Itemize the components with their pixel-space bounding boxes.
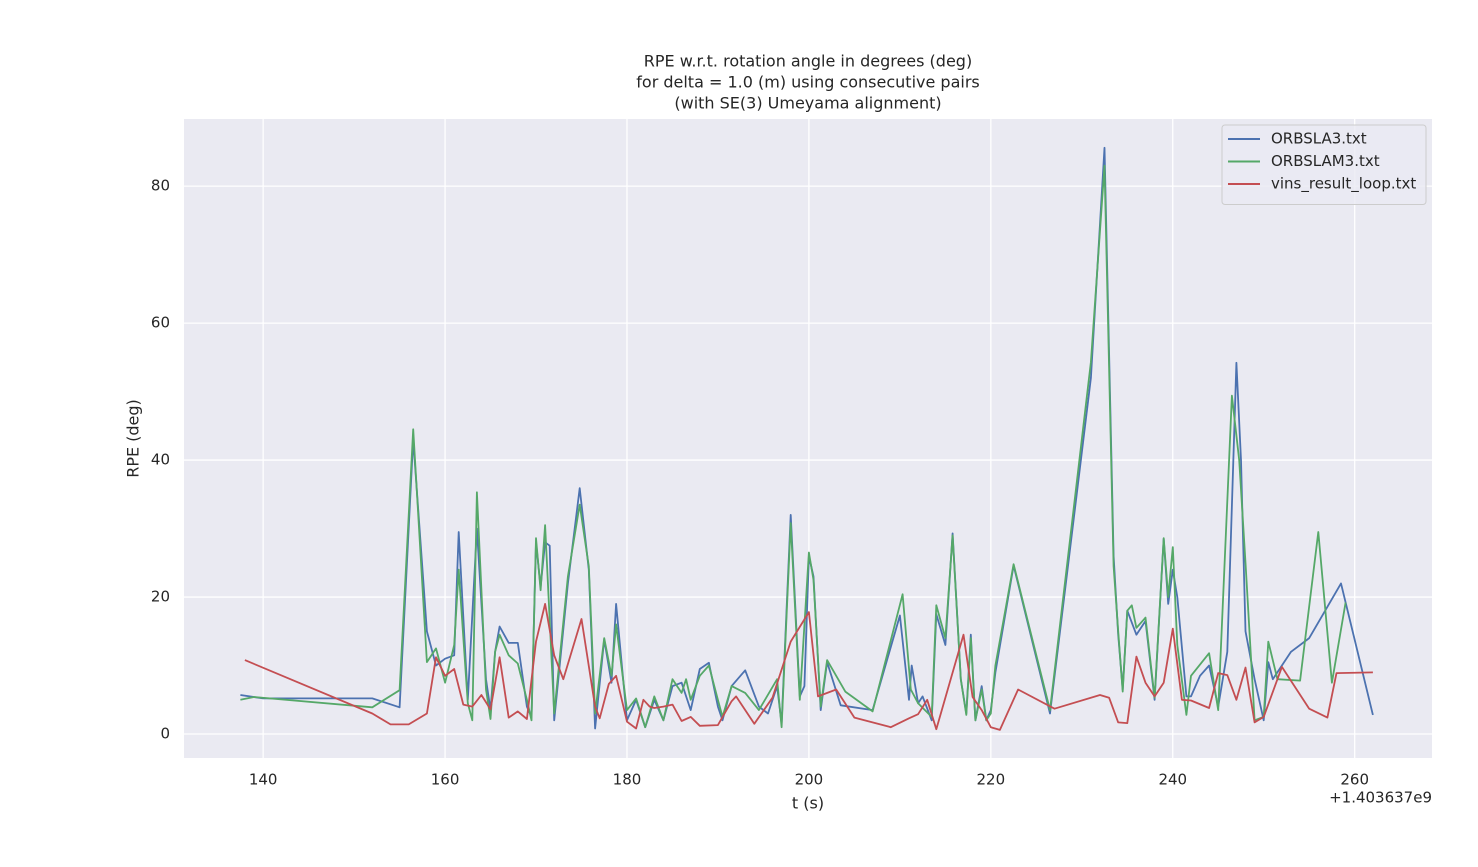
x-tick-label: 240 (1158, 771, 1187, 789)
legend-label: vins_result_loop.txt (1271, 175, 1416, 194)
legend-label: ORBSLAM3.txt (1271, 152, 1380, 170)
x-offset-label: +1.403637e9 (1329, 789, 1432, 807)
plot-background (184, 119, 1432, 758)
x-tick-label: 180 (613, 771, 642, 789)
x-tick-label: 160 (431, 771, 460, 789)
y-tick-label: 20 (151, 588, 170, 606)
chart-title: (with SE(3) Umeyama alignment) (674, 94, 941, 113)
y-tick-label: 0 (160, 725, 170, 743)
series-line (240, 164, 1347, 729)
x-tick-label: 260 (1340, 771, 1369, 789)
legend-label: ORBSLA3.txt (1271, 130, 1367, 148)
chart-title: for delta = 1.0 (m) using consecutive pa… (636, 73, 979, 92)
legend-box (1221, 124, 1427, 205)
y-axis-label: RPE (deg) (124, 399, 143, 478)
series-line (244, 603, 1373, 731)
y-tick-label: 80 (151, 177, 170, 195)
x-tick-label: 140 (249, 771, 278, 789)
chart-title: RPE w.r.t. rotation angle in degrees (de… (644, 52, 972, 71)
x-tick-label: 220 (977, 771, 1006, 789)
x-axis-label: t (s) (792, 794, 824, 813)
y-tick-label: 60 (151, 314, 170, 332)
x-tick-label: 200 (795, 771, 824, 789)
y-tick-label: 40 (151, 451, 170, 469)
